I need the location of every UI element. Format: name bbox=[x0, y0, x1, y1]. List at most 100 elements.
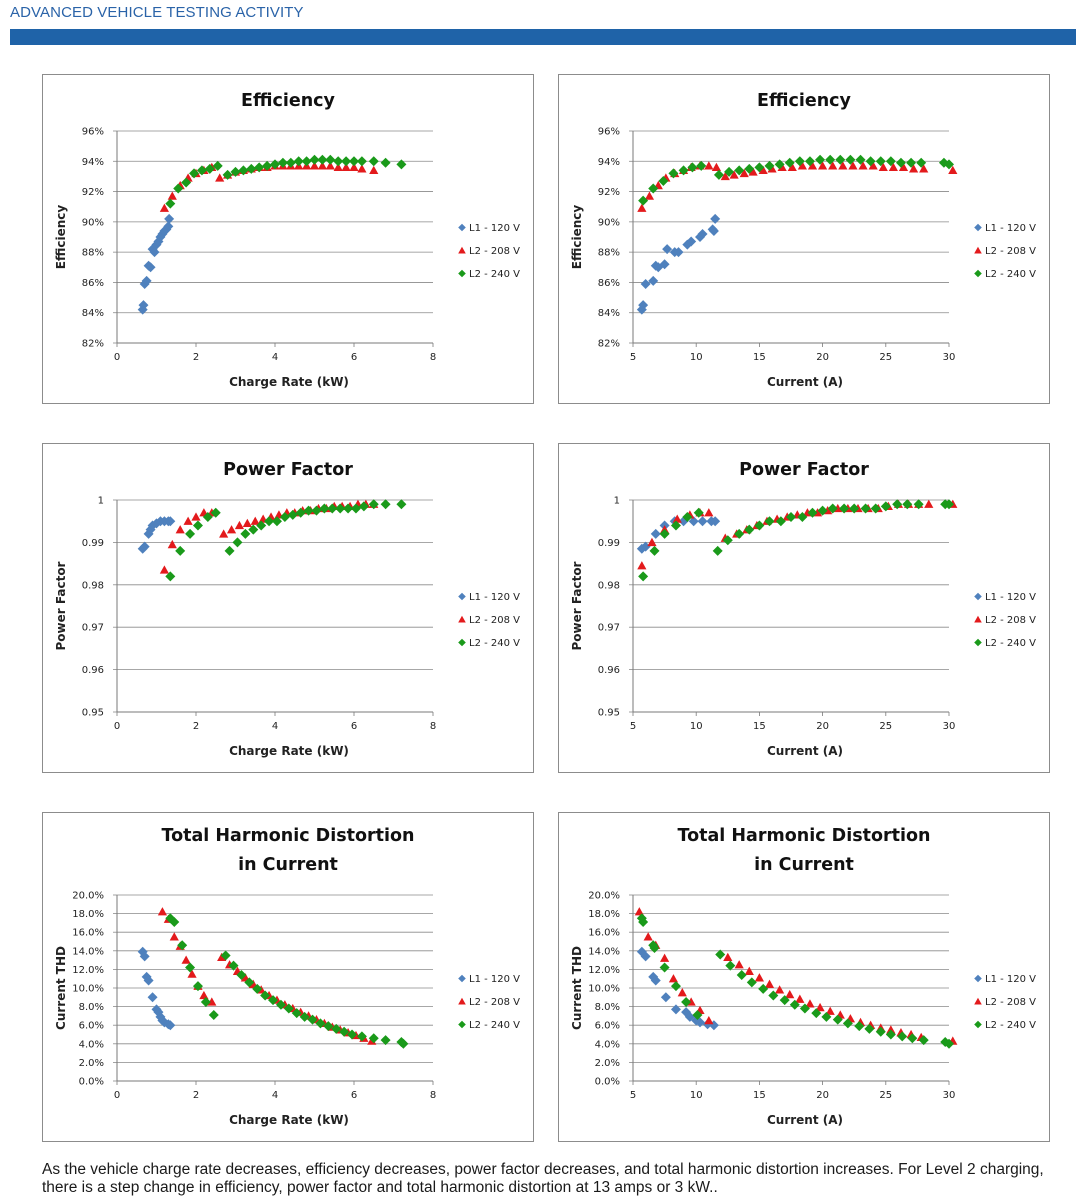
legend-label: L2 - 208 V bbox=[985, 615, 1036, 626]
data-point-l2-208v bbox=[644, 191, 655, 200]
data-point-l2-240v bbox=[224, 545, 235, 556]
data-point-l2-240v bbox=[722, 535, 733, 546]
data-point-l2-208v bbox=[325, 161, 335, 170]
data-point-l2-240v bbox=[758, 983, 769, 994]
y-tick-label: 0.96 bbox=[82, 665, 104, 676]
data-point-l1-120v bbox=[710, 213, 721, 224]
legend-marker-l2-208v bbox=[458, 997, 466, 1005]
x-tick-label: 20 bbox=[816, 1090, 829, 1101]
data-point-l2-240v bbox=[918, 1035, 929, 1046]
y-tick-label: 90% bbox=[82, 217, 104, 228]
data-point-l1-120v bbox=[697, 228, 708, 239]
chart-svg: Power Factor 0.95 0.96 0.97 0.98 0.99 1 0 2 4 6 8 Ch… bbox=[54, 460, 520, 758]
x-tick-label: 8 bbox=[430, 352, 436, 363]
data-point-l2-240v bbox=[734, 165, 745, 176]
data-point-l2-240v bbox=[246, 163, 257, 174]
data-point-l1-120v bbox=[147, 992, 158, 1003]
data-point-l2-208v bbox=[341, 162, 351, 172]
y-tick-label: 10.0% bbox=[588, 984, 620, 995]
data-point-l1-120v bbox=[145, 524, 156, 535]
data-point-l1-120v bbox=[670, 1004, 681, 1015]
y-axis-label: Power Factor bbox=[54, 561, 68, 650]
legend-label: L2 - 240 V bbox=[985, 269, 1036, 280]
chart-svg: Total Harmonic Distortion in Current 0.0% 2… bbox=[570, 826, 1036, 1127]
data-point-l2-208v bbox=[242, 518, 252, 527]
data-point-l2-208v bbox=[175, 525, 185, 534]
x-tick-label: 10 bbox=[690, 721, 703, 732]
data-point-l2-240v bbox=[835, 154, 846, 165]
data-point-l1-120v bbox=[165, 1020, 176, 1031]
data-point-l2-240v bbox=[311, 505, 322, 516]
data-point-l2-208v bbox=[677, 988, 687, 997]
data-point-l2-240v bbox=[885, 1029, 896, 1040]
data-point-l2-240v bbox=[786, 511, 796, 522]
chart-title: in Current bbox=[754, 855, 854, 875]
data-point-l2-240v bbox=[875, 1026, 886, 1037]
y-tick-label: 0.95 bbox=[82, 708, 104, 719]
data-point-l2-240v bbox=[339, 1026, 350, 1037]
data-point-l2-208v bbox=[720, 171, 730, 181]
legend-marker-l2-208v bbox=[974, 246, 982, 254]
x-axis-label: Charge Rate (kW) bbox=[229, 375, 349, 389]
data-point-l1-120v bbox=[145, 262, 156, 273]
data-point-l1-120v bbox=[141, 275, 152, 286]
data-point-l1-120v bbox=[155, 1011, 166, 1022]
y-tick-label: 82% bbox=[598, 339, 620, 350]
data-point-l2-240v bbox=[270, 159, 280, 170]
y-tick-label: 8.0% bbox=[595, 1002, 620, 1013]
data-point-l2-208v bbox=[795, 994, 805, 1003]
data-point-l2-208v bbox=[660, 953, 670, 962]
data-point-l2-208v bbox=[785, 989, 795, 999]
x-tick-label: 10 bbox=[690, 1090, 703, 1101]
x-tick-label: 5 bbox=[630, 1090, 636, 1101]
chart-title: Total Harmonic Distortion bbox=[162, 826, 415, 846]
data-point-l2-208v bbox=[754, 973, 764, 982]
data-point-l2-240v bbox=[715, 949, 726, 960]
legend-label: L1 - 120 V bbox=[469, 223, 520, 234]
y-tick-label: 0.98 bbox=[82, 580, 104, 591]
data-point-l2-240v bbox=[189, 168, 200, 179]
data-point-l2-240v bbox=[746, 977, 757, 988]
data-point-l2-240v bbox=[264, 516, 275, 527]
data-point-l2-208v bbox=[948, 165, 958, 175]
data-point-l2-240v bbox=[815, 154, 826, 165]
y-tick-label: 14.0% bbox=[72, 946, 104, 957]
x-tick-label: 4 bbox=[272, 1090, 278, 1101]
data-point-l2-240v bbox=[350, 503, 361, 514]
data-point-l2-240v bbox=[236, 969, 247, 980]
data-point-l2-240v bbox=[349, 156, 359, 167]
data-point-l2-240v bbox=[658, 175, 669, 186]
data-point-l2-240v bbox=[254, 162, 265, 173]
x-tick-label: 8 bbox=[430, 1090, 436, 1101]
y-tick-label: 10.0% bbox=[72, 984, 104, 995]
data-point-l2-208v bbox=[672, 514, 682, 523]
data-point-l2-208v bbox=[219, 529, 229, 538]
y-axis-label: Efficiency bbox=[54, 205, 68, 270]
data-point-l2-240v bbox=[638, 916, 649, 927]
legend-label: L1 - 120 V bbox=[985, 223, 1036, 234]
x-tick-label: 4 bbox=[272, 721, 278, 732]
chart-svg: Efficiency 82% 84% 86% 88% 90% 92% 94% 96% 5 10 15 2… bbox=[570, 91, 1036, 389]
data-point-l2-208v bbox=[668, 974, 679, 983]
x-tick-label: 2 bbox=[193, 1090, 199, 1101]
legend-label: L1 - 120 V bbox=[985, 974, 1036, 985]
legend-marker-l2-240v bbox=[974, 269, 982, 278]
data-point-l2-240v bbox=[333, 156, 344, 167]
data-point-l2-240v bbox=[784, 157, 795, 168]
data-point-l2-208v bbox=[775, 985, 785, 994]
data-point-l2-240v bbox=[301, 156, 312, 167]
data-point-l1-120v bbox=[684, 1011, 695, 1022]
data-point-l2-240v bbox=[343, 503, 354, 514]
legend-marker-l1-120v bbox=[458, 223, 466, 232]
x-tick-label: 30 bbox=[943, 1090, 956, 1101]
data-point-l2-240v bbox=[687, 162, 698, 173]
x-tick-label: 6 bbox=[351, 352, 357, 363]
data-point-l2-208v bbox=[309, 161, 320, 170]
data-point-l2-208v bbox=[704, 1015, 714, 1025]
legend-marker-l2-208v bbox=[974, 615, 982, 623]
data-point-l2-208v bbox=[924, 499, 934, 508]
data-point-l2-240v bbox=[648, 183, 659, 194]
y-tick-label: 90% bbox=[598, 217, 620, 228]
data-point-l2-240v bbox=[202, 511, 213, 522]
data-point-l2-240v bbox=[341, 156, 352, 167]
